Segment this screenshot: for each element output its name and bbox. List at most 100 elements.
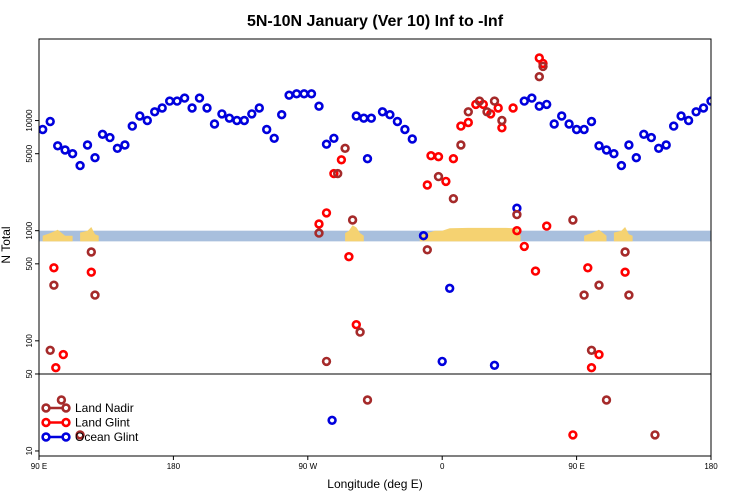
data-point	[691, 107, 701, 117]
data-point	[67, 149, 78, 159]
y-tick-label: 5000	[25, 144, 34, 162]
data-point	[344, 252, 354, 262]
data-point	[609, 149, 619, 159]
legend-marker-ocean-glint	[61, 432, 71, 442]
data-point	[541, 99, 552, 110]
legend-marker-land-glint	[41, 417, 51, 428]
x-axis-label: Longitude (deg E)	[327, 477, 422, 491]
y-tick-label: 500	[25, 257, 34, 271]
legend-label-land-glint: Land Glint	[75, 416, 130, 430]
data-point	[519, 96, 529, 106]
data-point	[362, 395, 373, 405]
y-tick-label: 100	[25, 334, 34, 348]
data-point	[512, 209, 522, 220]
data-point	[86, 267, 97, 277]
data-point	[422, 245, 432, 255]
land-area-1	[80, 227, 99, 242]
data-point	[150, 107, 160, 117]
data-point	[277, 109, 287, 120]
data-point	[568, 215, 578, 225]
data-point	[594, 349, 604, 360]
x-tick-label: 0	[440, 462, 445, 471]
data-point	[463, 107, 473, 117]
y-axis-label: N Total	[0, 226, 13, 263]
data-point	[661, 140, 671, 150]
data-point	[58, 349, 68, 360]
data-point	[90, 153, 100, 163]
data-point	[463, 117, 473, 128]
data-point	[321, 139, 332, 149]
data-point	[333, 168, 343, 179]
data-point	[314, 101, 324, 111]
data-point	[347, 215, 358, 225]
data-point	[433, 152, 444, 162]
y-tick-label: 1000	[25, 221, 34, 239]
land-area-5	[613, 227, 633, 242]
data-point	[224, 113, 235, 123]
data-point	[362, 154, 373, 164]
data-point	[82, 140, 93, 150]
data-point	[456, 121, 466, 131]
data-point	[586, 363, 597, 373]
land-band	[39, 230, 711, 242]
data-point	[351, 320, 361, 330]
land-area-3	[419, 227, 521, 242]
data-point	[646, 132, 656, 143]
data-point	[493, 103, 503, 113]
data-point	[239, 115, 250, 126]
data-point	[377, 107, 388, 117]
data-point	[202, 103, 212, 113]
data-point	[321, 356, 332, 367]
data-point	[172, 96, 182, 106]
data-point	[433, 171, 444, 182]
data-point	[262, 124, 272, 135]
data-point	[392, 116, 403, 127]
data-point	[422, 180, 432, 190]
data-point	[594, 280, 604, 290]
land-area-2	[345, 225, 364, 242]
data-point	[105, 132, 115, 143]
series-land-nadir	[45, 61, 660, 440]
legend-marker-land-nadir	[41, 403, 51, 413]
data-point	[519, 241, 529, 252]
data-point	[482, 107, 492, 117]
data-point	[314, 219, 324, 229]
data-point	[269, 133, 279, 144]
data-point	[329, 133, 339, 144]
data-point	[586, 345, 597, 355]
data-point	[400, 124, 410, 135]
data-point	[668, 121, 679, 131]
data-point	[366, 113, 376, 123]
series-ocean-glint	[39, 89, 711, 425]
data-point	[650, 430, 660, 440]
data-point	[534, 71, 544, 82]
data-point	[564, 119, 574, 129]
land-area-0	[42, 229, 73, 242]
data-point	[445, 283, 455, 293]
data-point	[579, 290, 589, 300]
data-point	[418, 231, 429, 241]
data-point	[556, 111, 567, 121]
data-point	[329, 168, 339, 179]
data-point	[120, 140, 130, 150]
data-point	[512, 226, 522, 236]
legend-label-land-nadir: Land Nadir	[75, 401, 134, 415]
data-point	[142, 115, 153, 126]
data-point	[45, 116, 55, 127]
data-point	[448, 154, 459, 164]
data-point	[51, 363, 61, 373]
data-point	[60, 145, 70, 155]
x-tick-label: 90 E	[568, 462, 584, 471]
legend-marker-land-nadir	[61, 403, 71, 413]
data-point	[75, 430, 85, 440]
legend-marker-ocean-glint	[41, 432, 51, 442]
data-point	[254, 103, 264, 113]
data-point	[538, 61, 548, 72]
data-point	[179, 93, 190, 103]
data-point	[448, 194, 459, 204]
x-tick-label: 180	[167, 462, 181, 471]
data-point	[583, 263, 593, 273]
